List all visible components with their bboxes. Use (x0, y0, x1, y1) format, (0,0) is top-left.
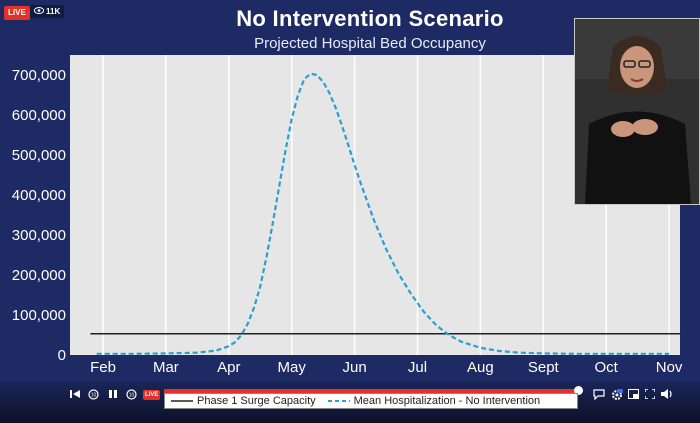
x-tick-label: Jul (408, 359, 427, 376)
legend-label-surge-capacity: Phase 1 Surge Capacity (197, 395, 316, 407)
x-tick-label: Nov (656, 359, 683, 376)
live-badge: LIVE (4, 6, 30, 20)
x-tick-label: May (278, 359, 307, 376)
legend-solid-line-icon (171, 400, 193, 402)
x-axis: Feb Mar Apr May Jun Jul Aug Sept Oct Nov (90, 359, 683, 376)
chart-legend: Phase 1 Surge Capacity Mean Hospitalizat… (164, 393, 578, 409)
comment-icon[interactable] (593, 389, 605, 404)
pause-icon[interactable] (108, 389, 118, 403)
volume-icon[interactable] (661, 389, 673, 403)
legend-dashed-line-icon (327, 400, 350, 402)
y-tick-label: 0 (58, 347, 66, 364)
mean-hospitalization-line (96, 72, 670, 355)
y-tick-label: 700,000 (12, 67, 66, 84)
forward-10-icon[interactable]: 10 (126, 389, 137, 404)
viewer-count-value: 11K (46, 7, 61, 16)
skip-back-icon[interactable] (70, 389, 80, 403)
y-tick-label: 300,000 (12, 227, 66, 244)
y-tick-label: 500,000 (12, 147, 66, 164)
x-tick-label: Aug (467, 359, 494, 376)
settings-gear-icon[interactable] (611, 389, 623, 405)
y-tick-label: 200,000 (12, 267, 66, 284)
y-tick-label: 600,000 (12, 107, 66, 124)
x-tick-label: Feb (90, 359, 116, 376)
chart-title: No Intervention Scenario (236, 6, 504, 31)
sign-language-interpreter-video (574, 18, 700, 205)
x-tick-label: Sept (528, 359, 560, 376)
legend-item-mean-hospitalization: Mean Hospitalization - No Intervention (327, 395, 541, 407)
progress-fill (164, 389, 578, 393)
svg-text:10: 10 (91, 393, 97, 399)
rewind-10-icon[interactable]: 10 (88, 389, 99, 404)
fullscreen-icon[interactable] (644, 388, 656, 403)
y-tick-label: 400,000 (12, 187, 66, 204)
y-tick-label: 100,000 (12, 307, 66, 324)
x-tick-label: Oct (595, 359, 619, 376)
y-axis: 0 100,000 200,000 300,000 400,000 500,000 600,… (12, 67, 66, 364)
picture-in-picture-icon[interactable] (628, 389, 639, 403)
viewer-count: 11K (30, 5, 65, 18)
x-tick-label: Mar (153, 359, 179, 376)
progress-knob[interactable] (573, 386, 583, 395)
eye-icon (33, 7, 45, 16)
legend-label-mean-hospitalization: Mean Hospitalization - No Intervention (353, 395, 541, 407)
svg-text:10: 10 (129, 393, 135, 399)
progress-track[interactable] (164, 389, 582, 393)
player-live-badge[interactable]: LIVE (143, 390, 161, 400)
x-tick-label: Apr (217, 359, 240, 376)
x-tick-label: Jun (343, 359, 367, 376)
series-layer (90, 72, 682, 355)
legend-item-surge-capacity: Phase 1 Surge Capacity (171, 395, 316, 407)
chart-subtitle: Projected Hospital Bed Occupancy (254, 35, 486, 52)
